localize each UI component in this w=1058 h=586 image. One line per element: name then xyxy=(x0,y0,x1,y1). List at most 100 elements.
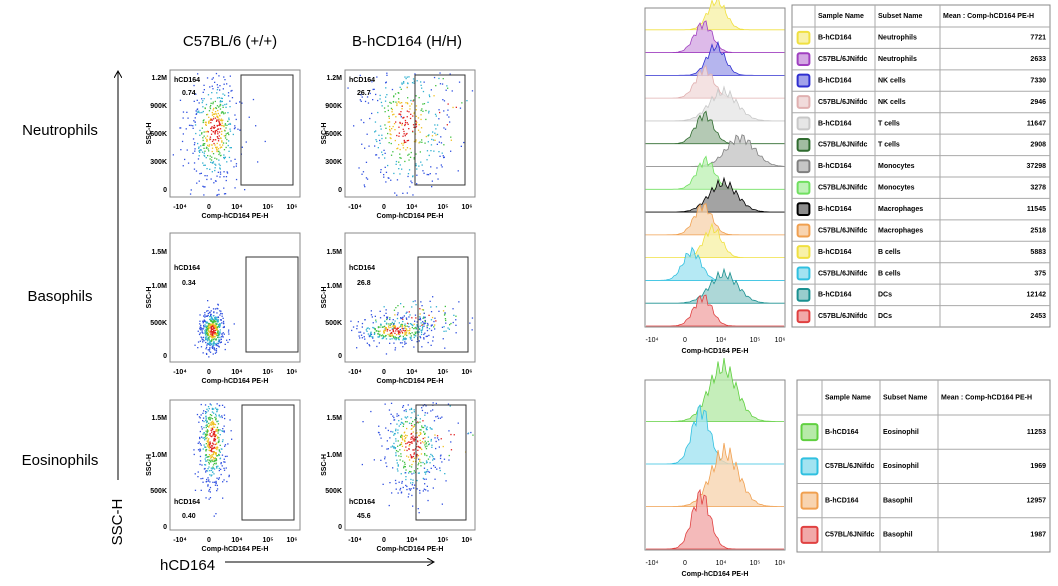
dot xyxy=(213,432,215,434)
dot xyxy=(194,121,196,123)
sample-name: C57BL/6JNifdc xyxy=(818,142,868,149)
dot xyxy=(390,332,392,334)
dot xyxy=(425,470,428,473)
dot xyxy=(359,74,361,77)
dot xyxy=(214,349,216,351)
dot xyxy=(416,321,418,323)
gate xyxy=(241,404,295,521)
dot xyxy=(194,124,197,126)
dot xyxy=(208,408,210,410)
dot xyxy=(209,414,212,416)
dot xyxy=(212,420,214,422)
dot xyxy=(404,332,406,334)
dot xyxy=(401,122,403,125)
dot xyxy=(218,415,220,417)
dot xyxy=(424,473,427,475)
dot xyxy=(413,336,415,339)
dot xyxy=(218,131,221,133)
dot xyxy=(419,446,421,449)
dot xyxy=(223,156,225,159)
dot xyxy=(223,171,225,173)
table-header: Sample Name xyxy=(825,394,871,401)
dot xyxy=(370,310,372,312)
dot xyxy=(404,416,406,418)
dot xyxy=(366,178,369,180)
dot xyxy=(383,325,386,327)
dot xyxy=(416,325,418,327)
dot xyxy=(215,107,218,110)
dot xyxy=(381,137,383,140)
dot xyxy=(205,336,207,338)
dot xyxy=(194,117,196,119)
table-header: Mean : Comp-hCD164 PE-H xyxy=(943,13,1034,20)
dot xyxy=(216,421,218,423)
gate-percent: 26.8 xyxy=(357,280,371,287)
dot xyxy=(205,326,208,328)
dot xyxy=(206,336,208,338)
dot xyxy=(404,343,406,345)
dot xyxy=(211,339,213,341)
dot xyxy=(210,313,212,316)
dot xyxy=(410,441,412,444)
dot xyxy=(206,353,208,355)
dot xyxy=(420,329,422,332)
dot xyxy=(204,434,207,436)
dot xyxy=(216,323,218,325)
dot xyxy=(214,459,216,462)
dot xyxy=(204,446,206,448)
dot xyxy=(209,168,211,170)
dot xyxy=(200,414,202,416)
dot xyxy=(209,455,211,457)
dot xyxy=(204,186,206,188)
dot xyxy=(209,344,211,347)
dot xyxy=(412,479,414,481)
dot xyxy=(215,459,218,461)
dot xyxy=(364,100,367,103)
dot xyxy=(401,480,403,483)
dot xyxy=(422,323,424,326)
dot xyxy=(408,316,410,318)
dot xyxy=(422,477,424,480)
dot xyxy=(419,458,421,461)
y-axis-label: SSC-H xyxy=(146,454,153,476)
row-label: Eosinophils xyxy=(22,452,99,469)
dot xyxy=(227,331,230,333)
dot xyxy=(444,318,447,320)
dot xyxy=(408,311,410,313)
x-tick-label: 10⁴ xyxy=(231,537,243,544)
dot xyxy=(439,455,442,457)
dot xyxy=(436,437,439,439)
dot xyxy=(425,428,428,431)
x-tick-label: -10⁴ xyxy=(348,204,362,211)
dot xyxy=(412,194,414,196)
dot xyxy=(225,127,227,129)
dot xyxy=(412,176,414,178)
dot xyxy=(393,95,395,97)
swatch xyxy=(796,180,811,195)
dot xyxy=(216,437,219,439)
dot xyxy=(411,332,413,334)
x-tick-label: 10⁴ xyxy=(716,337,727,344)
dot xyxy=(419,337,422,339)
dot xyxy=(430,306,432,308)
gate xyxy=(415,404,467,521)
dot xyxy=(420,84,422,86)
dot xyxy=(445,330,447,332)
dot xyxy=(368,328,371,330)
dot xyxy=(213,423,216,425)
dot xyxy=(205,412,207,415)
dot xyxy=(431,180,433,182)
dot xyxy=(373,327,375,329)
dot xyxy=(407,496,409,498)
dot xyxy=(420,465,422,467)
dot xyxy=(220,133,223,135)
dot xyxy=(213,515,215,517)
dot xyxy=(441,326,444,328)
histogram xyxy=(645,85,785,122)
dot xyxy=(219,155,222,157)
dot xyxy=(223,135,225,137)
dot xyxy=(370,333,373,335)
dot xyxy=(209,419,211,421)
dot xyxy=(209,324,212,326)
mean-value: 1987 xyxy=(1030,532,1046,539)
